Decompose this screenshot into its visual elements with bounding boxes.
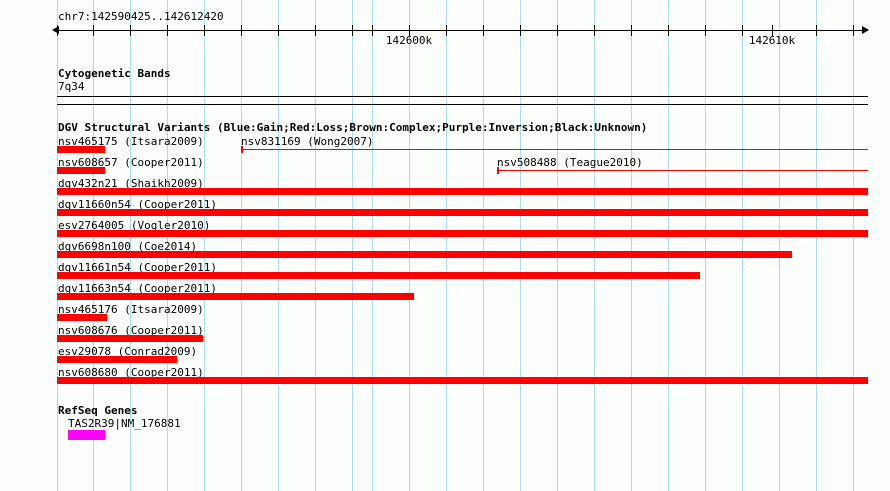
- dgv-feature-start-cap[interactable]: [497, 167, 499, 174]
- dgv-feature-line[interactable]: [497, 170, 868, 171]
- dgv-feature-bar[interactable]: [57, 356, 177, 363]
- ruler-tick-20: [772, 25, 773, 36]
- ruler-tick-17: [668, 25, 669, 36]
- gridline-17: [668, 0, 669, 491]
- ruler-tick-label-0: 142600k: [385, 34, 433, 47]
- ruler-tick-15: [594, 25, 595, 36]
- gridline-14: [557, 0, 558, 491]
- dgv-feature-label[interactable]: esv2764005 (Vogler2010): [58, 219, 211, 232]
- gridline-16: [631, 0, 632, 491]
- dgv-feature-bar[interactable]: [57, 146, 105, 153]
- gridline-21: [816, 0, 817, 491]
- dgv-feature-label[interactable]: nsv608657 (Cooper2011): [58, 156, 204, 169]
- ruler-tick-18: [705, 25, 706, 36]
- ruler-tick-4: [204, 25, 205, 36]
- dgv-feature-bar[interactable]: [57, 293, 414, 300]
- gridline-18: [705, 0, 706, 491]
- ruler-tick-7: [315, 25, 316, 36]
- track-title-refseq-genes: RefSeq Genes: [58, 404, 138, 417]
- dgv-feature-label[interactable]: nsv831169 (Wong2007): [241, 135, 374, 148]
- ruler-tick-5: [241, 25, 242, 36]
- ruler-tick-1: [93, 25, 94, 36]
- ruler-left-arrow-icon: [52, 25, 60, 36]
- dgv-feature-label[interactable]: dgv6698n100 (Coe2014): [58, 240, 198, 253]
- gridline-19: [742, 0, 743, 491]
- ruler-tick-2: [130, 25, 131, 36]
- dgv-feature-bar[interactable]: [57, 230, 868, 237]
- gridline-7: [315, 0, 316, 491]
- ruler-tick-12: [483, 25, 484, 36]
- ruler-tick-3: [167, 25, 168, 36]
- dgv-feature-label[interactable]: nsv608680 (Cooper2011): [58, 366, 204, 379]
- ruler-tick-label-1: 142610k: [748, 34, 796, 47]
- gridline-20: [779, 0, 780, 491]
- dgv-feature-label[interactable]: dgv432n21 (Shaikh2009): [58, 177, 204, 190]
- ruler-axis-line: [57, 30, 868, 31]
- ruler-tick-8: [352, 25, 353, 36]
- ruler-tick-11: [446, 25, 447, 36]
- gridline-6: [278, 0, 279, 491]
- dgv-feature-bar[interactable]: [57, 251, 792, 258]
- ruler-tick-6: [278, 25, 279, 36]
- ruler-tick-0: [57, 25, 58, 36]
- ruler-tick-14: [557, 25, 558, 36]
- gridline-13: [520, 0, 521, 491]
- gridline-12: [483, 0, 484, 491]
- dgv-feature-start-cap[interactable]: [241, 146, 243, 153]
- dgv-feature-label[interactable]: esv29078 (Conrad2009): [58, 345, 198, 358]
- dgv-feature-bar[interactable]: [57, 188, 868, 195]
- gridline-15: [594, 0, 595, 491]
- ruler-tick-9: [372, 25, 373, 36]
- dgv-feature-bar[interactable]: [57, 167, 105, 174]
- dgv-feature-bar[interactable]: [57, 272, 700, 279]
- track-title-dgv-structural-variants: DGV Structural Variants (Blue:Gain;Red:L…: [58, 121, 648, 134]
- track-title-cytogenetic-bands: Cytogenetic Bands: [58, 67, 171, 80]
- gridline-4: [204, 0, 205, 491]
- gridline-11: [446, 0, 447, 491]
- gridline-22: [853, 0, 854, 491]
- cytoband-track-rule: [57, 96, 868, 97]
- dgv-feature-label[interactable]: nsv608676 (Cooper2011): [58, 324, 204, 337]
- ruler-tick-19: [742, 25, 743, 36]
- locus-coordinate-label: chr7:142590425..142612420: [58, 10, 224, 23]
- gridline-10: [409, 0, 410, 491]
- ruler-tick-16: [631, 25, 632, 36]
- ruler-tick-21: [816, 25, 817, 36]
- ruler-right-arrow-icon: [861, 25, 869, 36]
- ruler-tick-13: [520, 25, 521, 36]
- refseq-gene-label[interactable]: TAS2R39|NM_176881: [68, 417, 181, 430]
- gridline-9: [372, 0, 373, 491]
- dgv-feature-label[interactable]: dgv11663n54 (Cooper2011): [58, 282, 217, 295]
- dgv-feature-line[interactable]: [241, 149, 868, 150]
- dgv-feature-label[interactable]: dgv11661n54 (Cooper2011): [58, 261, 217, 274]
- dgv-feature-label[interactable]: nsv508488 (Teague2010): [497, 156, 643, 169]
- refseq-gene-bar[interactable]: [68, 430, 105, 440]
- dgv-feature-bar[interactable]: [57, 377, 868, 384]
- dgv-feature-bar[interactable]: [57, 209, 868, 216]
- dgv-feature-label[interactable]: nsv465176 (Itsara2009): [58, 303, 204, 316]
- gridline-8: [352, 0, 353, 491]
- dgv-feature-label[interactable]: dgv11660n54 (Cooper2011): [58, 198, 217, 211]
- dgv-track-rule: [57, 104, 868, 105]
- dgv-feature-label[interactable]: nsv465175 (Itsara2009): [58, 135, 204, 148]
- dgv-feature-bar[interactable]: [57, 314, 107, 321]
- cytoband-label-7q34[interactable]: 7q34: [58, 80, 85, 93]
- ruler-tick-10: [409, 25, 410, 36]
- gridline-5: [241, 0, 242, 491]
- ruler-tick-22: [853, 25, 854, 36]
- dgv-feature-bar[interactable]: [57, 335, 203, 342]
